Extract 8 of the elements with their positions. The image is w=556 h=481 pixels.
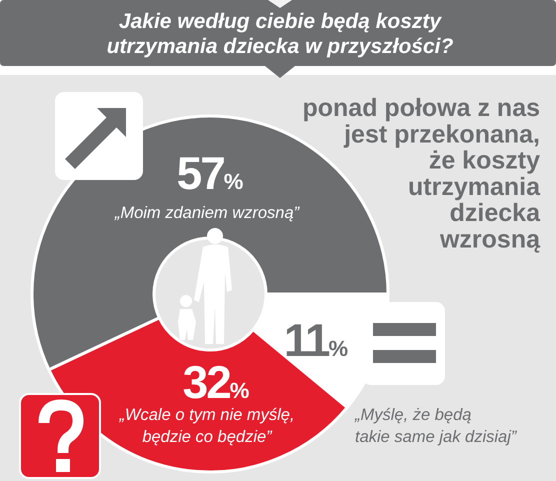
slice-label: „Myślę, że będą takie same jak dzisiaj” <box>354 406 518 446</box>
data-label: 57% <box>176 147 244 199</box>
data-label: 32% <box>182 356 250 408</box>
data-label: 11% <box>284 314 348 366</box>
chart-title: Jakie według ciebie będą koszty utrzymania dziecka w przyszłości? <box>106 10 454 58</box>
slice-label: „Wcale o tym nie myślę, będzie co będzie” <box>118 406 295 446</box>
text: ponad połowa z nas jest przekonana, że koszty utrzymania dziecka wzrosną <box>302 94 542 254</box>
slice-label: „Moim zdaniem wzrosną” <box>114 204 301 222</box>
